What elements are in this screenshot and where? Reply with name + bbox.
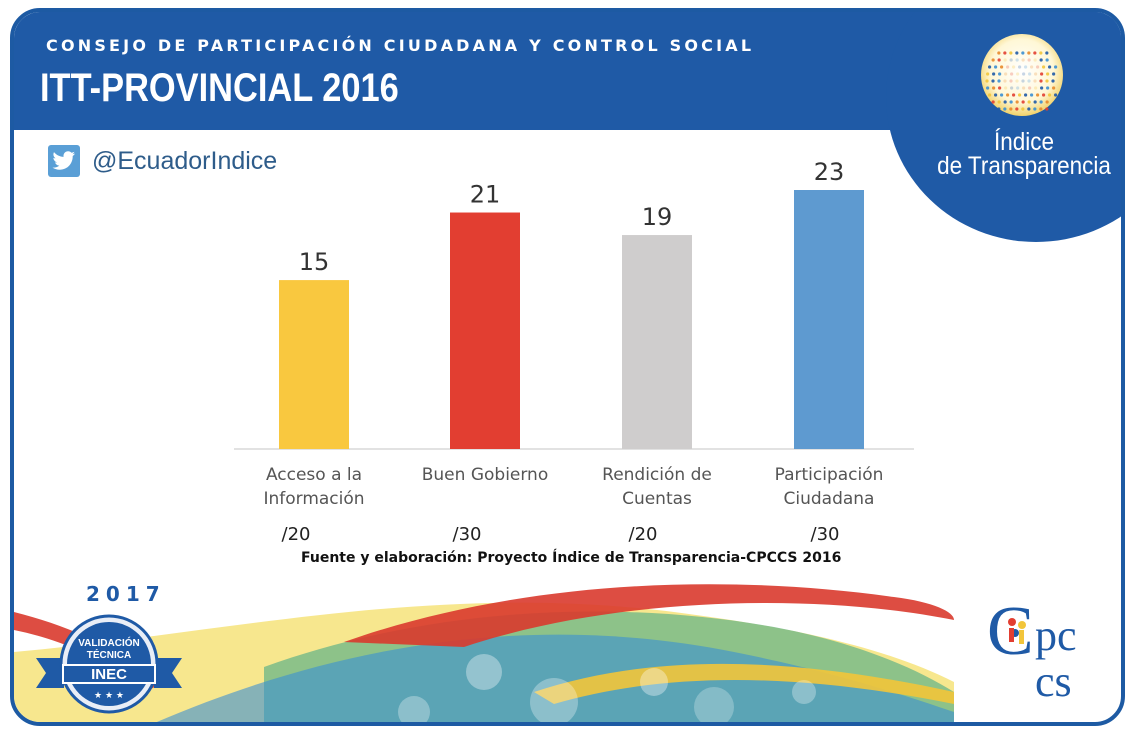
- max-score-label-4: /30: [811, 524, 840, 545]
- max-score-label-1: /20: [282, 524, 311, 545]
- category-label-4-line-1: Participación: [775, 465, 884, 485]
- twitter-handle[interactable]: @EcuadorIndice: [48, 145, 277, 177]
- bar-2: [450, 212, 520, 449]
- svg-text:pc: pc: [1035, 611, 1077, 660]
- category-label-3-line-2: Cuentas: [622, 489, 692, 509]
- page-title: ITT-PROVINCIAL 2016: [40, 66, 399, 110]
- brand-line-2: de Transparencia: [937, 152, 1111, 180]
- decorative-waves: [14, 584, 954, 722]
- bar-value-label-1: 15: [299, 248, 330, 276]
- category-label-3-line-1: Rendición de: [602, 465, 712, 485]
- brand-name: Índice de Transparencia: [930, 128, 1119, 180]
- twitter-bird-icon: [48, 145, 80, 177]
- infographic-frame: CONSEJO DE PARTICIPACIÓN CIUDADANA Y CON…: [10, 8, 1125, 726]
- badge-line-1: VALIDACIÓN: [78, 636, 139, 649]
- bar-4: [794, 190, 864, 449]
- globe-logo-icon: [981, 34, 1063, 116]
- bar-value-label-3: 19: [642, 203, 673, 231]
- badge-line-3: INEC: [91, 666, 127, 683]
- bar-1: [279, 280, 349, 449]
- brand-line-1: Índice: [993, 128, 1055, 156]
- badge-stars: ★ ★ ★: [94, 691, 124, 701]
- year-label: 2017: [86, 582, 166, 606]
- max-score-label-2: /30: [453, 524, 482, 545]
- source-note: Fuente y elaboración: Proyecto Índice de…: [301, 550, 842, 566]
- inec-validation-badge: VALIDACIÓN TÉCNICA INEC ★ ★ ★: [36, 614, 182, 714]
- category-label-1-line-2: Información: [263, 489, 364, 509]
- cpccs-logo: C pc cs: [987, 593, 1077, 706]
- twitter-handle-text: @EcuadorIndice: [92, 146, 278, 175]
- bar-value-label-2: 21: [470, 181, 501, 209]
- badge-line-2: TÉCNICA: [87, 648, 131, 661]
- category-label-1-line-1: Acceso a la: [266, 465, 362, 485]
- bar-3: [622, 235, 692, 449]
- org-name: CONSEJO DE PARTICIPACIÓN CIUDADANA Y CON…: [46, 36, 755, 55]
- svg-text:cs: cs: [1035, 657, 1072, 706]
- category-label-2-line-1: Buen Gobierno: [422, 465, 549, 485]
- max-score-label-3: /20: [629, 524, 658, 545]
- bar-chart: 15 Acceso a la Información/20 21 Buen Gobier…: [234, 158, 914, 545]
- bar-value-label-4: 23: [814, 158, 845, 186]
- category-label-4-line-2: Ciudadana: [784, 489, 875, 509]
